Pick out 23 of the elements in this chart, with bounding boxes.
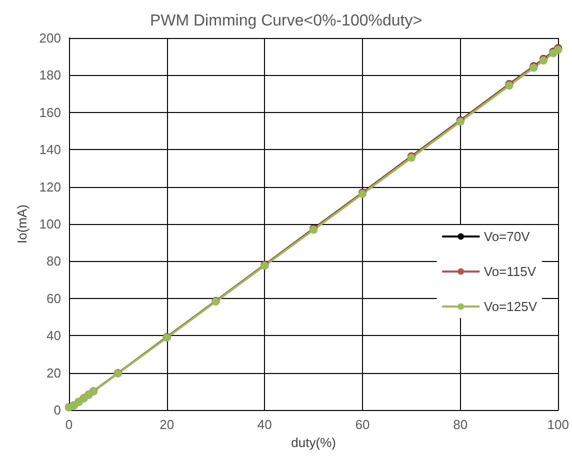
x-tick-label: 40 [257,417,272,432]
legend-label: Vo=70V [484,229,530,244]
x-tick-label: 80 [453,417,468,432]
legend-label: Vo=125V [484,299,538,314]
y-tick-label: 160 [39,104,61,120]
y-tick-label: 200 [39,30,61,46]
y-tick-label: 80 [46,254,61,269]
chart-title: PWM Dimming Curve<0%-100%duty> [150,12,422,30]
y-tick-label: 40 [46,328,61,344]
y-tick-label: 20 [46,365,61,380]
y-tick-label: 60 [46,290,61,306]
x-axis-title: duty(%) [291,434,336,450]
y-tick-label: 100 [39,216,61,232]
x-tick-label: 20 [160,417,174,432]
y-tick-label: 120 [39,179,61,194]
y-tick-label: 0 [54,402,61,418]
x-tick-label: 100 [547,417,570,432]
y-tick-label: 140 [39,142,61,158]
y-axis-title: Io(mA) [14,204,30,244]
x-tick-label: 60 [355,417,370,432]
x-tick-label: 0 [65,417,73,432]
legend-label: Vo=115V [484,264,536,279]
y-tick-label: 180 [39,68,61,83]
